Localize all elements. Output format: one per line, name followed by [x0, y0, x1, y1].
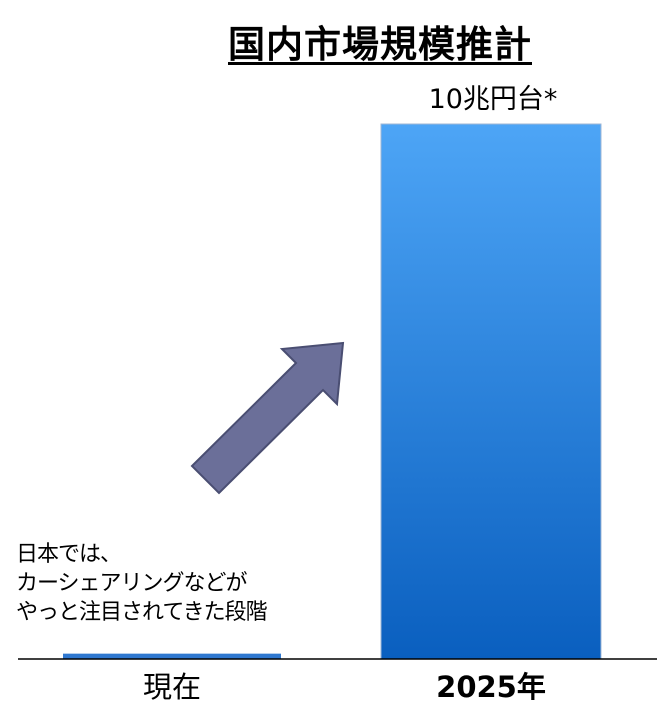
value-label-2: 10兆円台* [429, 84, 558, 115]
x-tick-label-2: 2025年 [436, 670, 546, 704]
x-tick-label-1: 現在 [143, 670, 201, 704]
note-line-3: やっと注目されてきた段階 [16, 600, 268, 625]
x-tick-labels: 現在 2025年 [143, 670, 546, 704]
note-line-1: 日本では、 [16, 542, 122, 567]
value-labels: 10兆円台* [429, 84, 558, 115]
note-line-2: カーシェアリングなどが [16, 571, 248, 596]
bar-2 [380, 123, 602, 660]
bars-group [63, 123, 602, 660]
bar-1 [63, 653, 281, 659]
annotation-note: 日本では、 カーシェアリングなどが やっと注目されてきた段階 [16, 540, 268, 627]
chart-title: 国内市場規模推計 [228, 23, 532, 66]
trend-arrow-icon [190, 341, 345, 495]
